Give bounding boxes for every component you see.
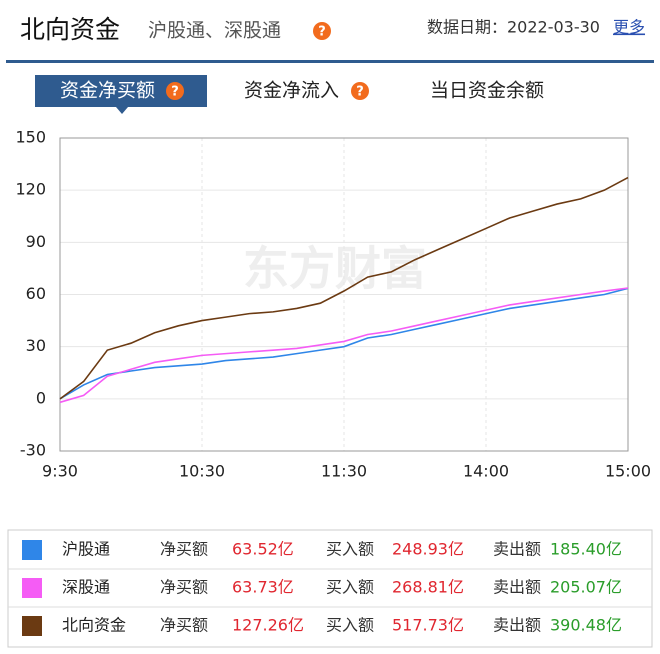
amount-label: 卖出额 bbox=[493, 578, 541, 597]
tab-pointer bbox=[116, 107, 128, 114]
y-tick-label: 150 bbox=[15, 128, 46, 147]
amount-label: 净买额 bbox=[160, 578, 208, 597]
amount: 517.73亿 bbox=[392, 616, 464, 635]
help-mark: ? bbox=[356, 85, 364, 100]
more-link[interactable]: 更多 bbox=[613, 18, 645, 37]
amount-label: 卖出额 bbox=[493, 616, 541, 635]
x-tick-label: 15:00 bbox=[605, 462, 651, 481]
legend-swatch bbox=[22, 578, 42, 598]
legend-name: 北向资金 bbox=[62, 616, 126, 635]
amount: 127.26亿 bbox=[232, 616, 304, 635]
legend-swatch bbox=[22, 616, 42, 636]
x-tick-label: 9:30 bbox=[42, 462, 78, 481]
series-line bbox=[59, 287, 629, 404]
x-tick-label: 14:00 bbox=[463, 462, 509, 481]
help-mark: ? bbox=[171, 85, 179, 100]
help-icon[interactable] bbox=[313, 22, 331, 40]
y-tick-label: 60 bbox=[26, 284, 46, 303]
subtitle: 沪股通、深股通 bbox=[148, 20, 281, 42]
y-tick-label: 0 bbox=[36, 388, 46, 407]
title: 北向资金 bbox=[20, 15, 120, 44]
amount-label: 净买额 bbox=[160, 616, 208, 635]
x-tick-label: 11:30 bbox=[321, 462, 367, 481]
y-tick-label: 120 bbox=[15, 180, 46, 199]
amount: 390.48亿 bbox=[550, 616, 622, 635]
amount: 63.52亿 bbox=[232, 540, 294, 559]
y-tick-label: 30 bbox=[26, 336, 46, 355]
header-rule bbox=[6, 60, 654, 63]
tab[interactable]: 当日资金余额 bbox=[430, 80, 544, 102]
date-label: 数据日期： bbox=[427, 18, 507, 37]
legend-table bbox=[7, 529, 653, 648]
amount: 185.40亿 bbox=[550, 540, 622, 559]
help-icon[interactable] bbox=[166, 82, 184, 100]
plot-frame bbox=[59, 137, 629, 452]
x-tick-label: 10:30 bbox=[179, 462, 225, 481]
amount: 268.81亿 bbox=[392, 578, 464, 597]
amount: 205.07亿 bbox=[550, 578, 622, 597]
series-line bbox=[59, 287, 629, 400]
amount: 63.73亿 bbox=[232, 578, 294, 597]
amount-label: 卖出额 bbox=[493, 540, 541, 559]
help-mark: ? bbox=[318, 25, 326, 40]
amount: 248.93亿 bbox=[392, 540, 464, 559]
legend-swatch bbox=[22, 540, 42, 560]
date: 2022-03-30 bbox=[507, 18, 600, 37]
amount-label: 买入额 bbox=[326, 578, 374, 597]
legend-name: 深股通 bbox=[62, 578, 110, 597]
y-tick-label: -30 bbox=[20, 441, 46, 460]
series-line bbox=[59, 176, 629, 400]
tab[interactable]: 资金净买额 bbox=[60, 80, 155, 102]
amount-label: 买入额 bbox=[326, 616, 374, 635]
help-icon[interactable] bbox=[351, 82, 369, 100]
tab[interactable]: 资金净流入 bbox=[244, 80, 339, 102]
y-tick-label: 90 bbox=[26, 232, 46, 251]
amount-label: 买入额 bbox=[326, 540, 374, 559]
amount-label: 净买额 bbox=[160, 540, 208, 559]
legend-name: 沪股通 bbox=[62, 540, 110, 559]
